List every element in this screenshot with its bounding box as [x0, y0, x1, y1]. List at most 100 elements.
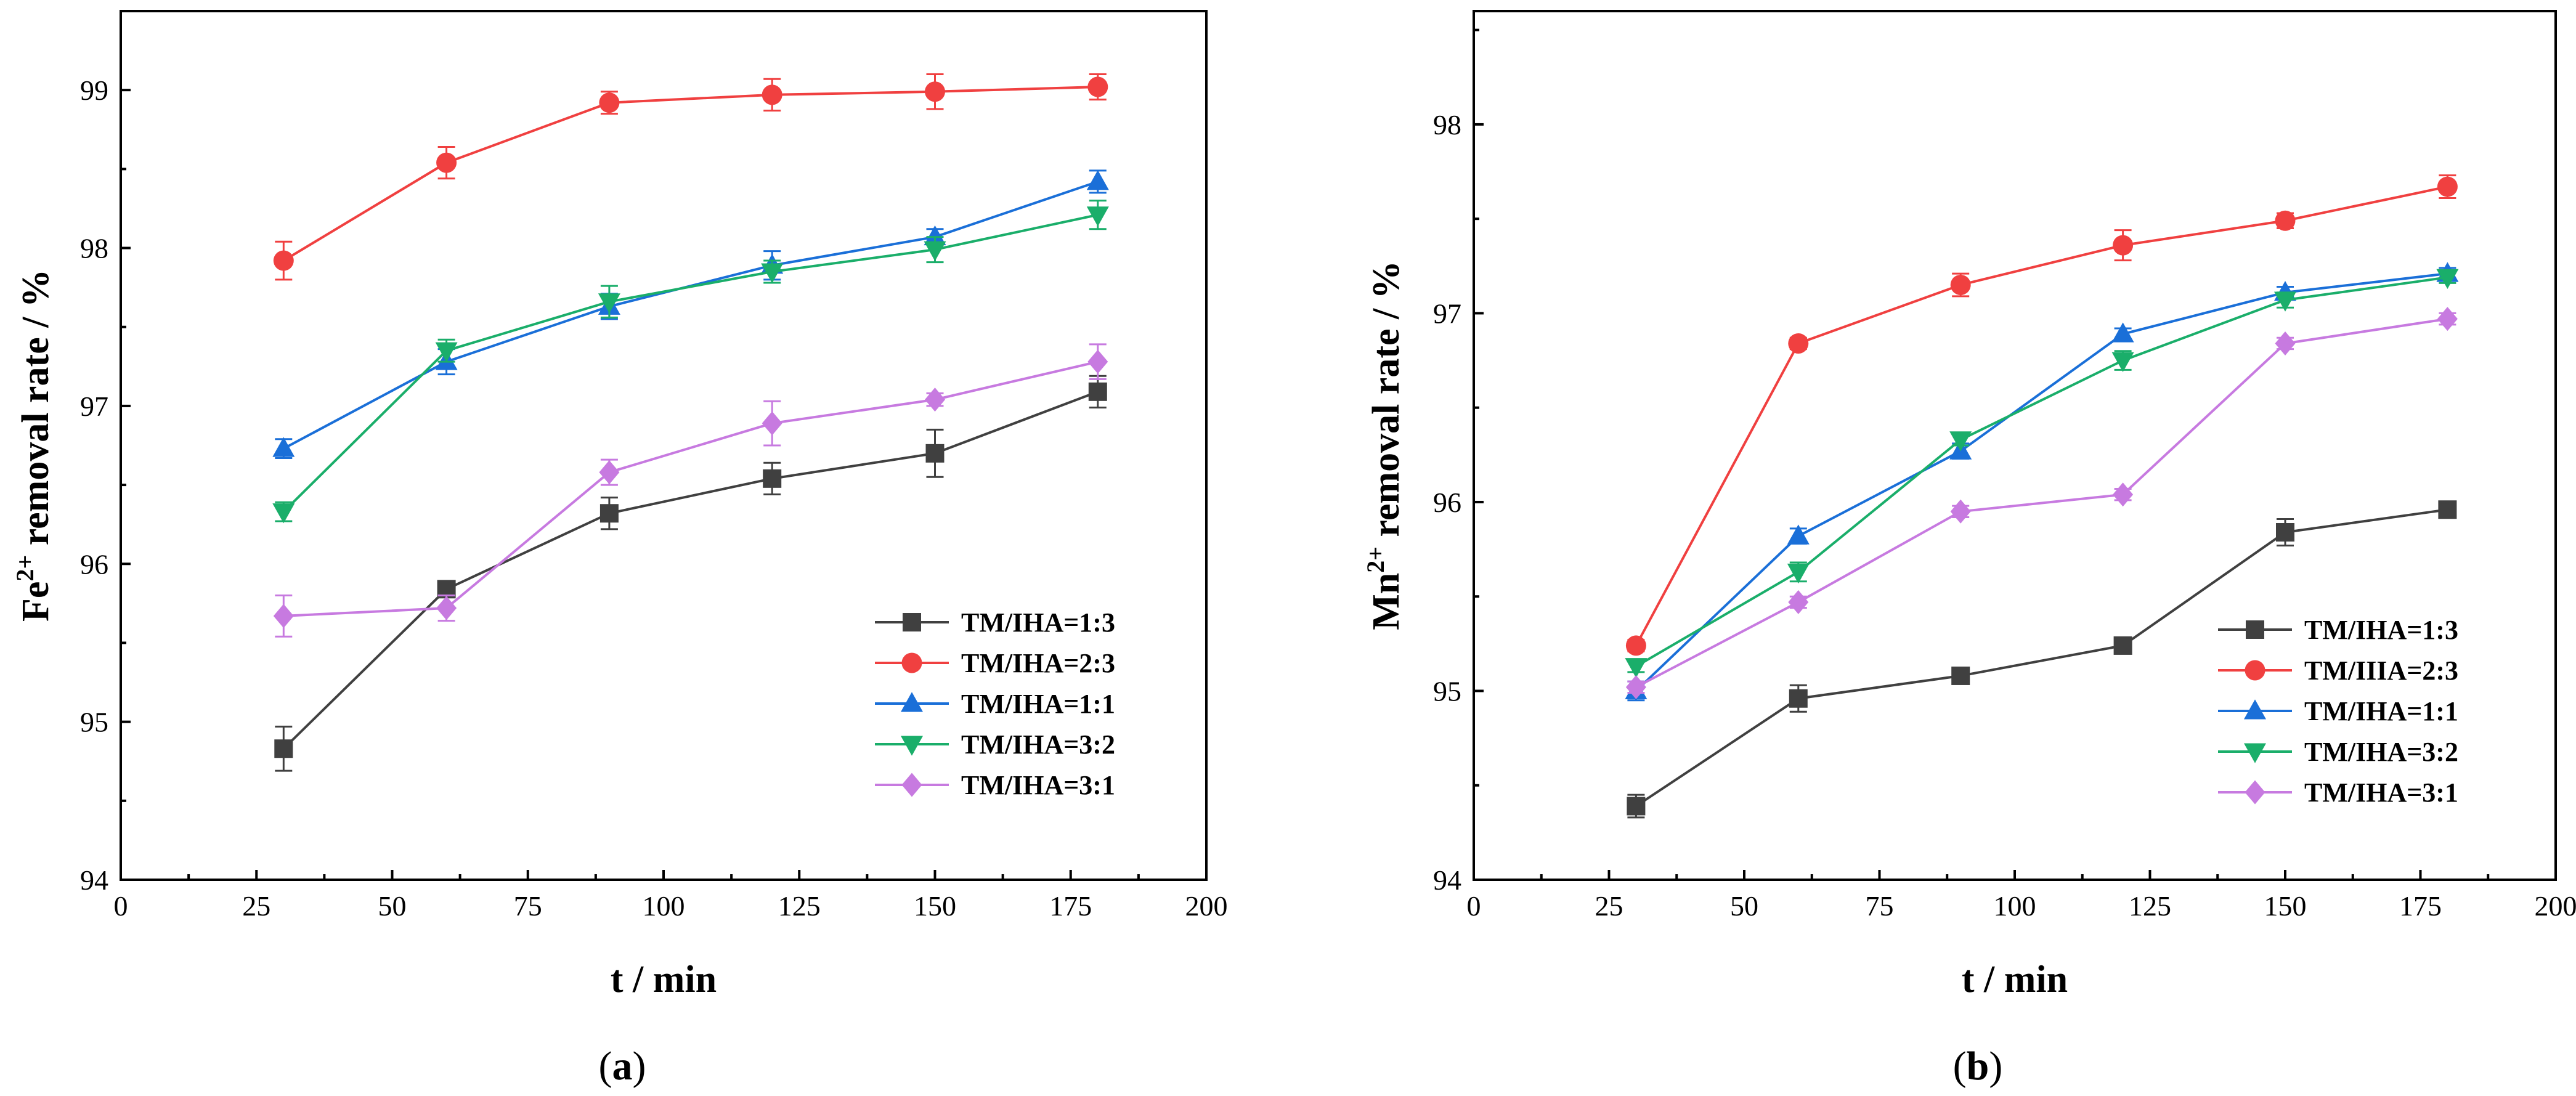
legend-label: TM/IHA=1:1 — [2304, 696, 2458, 726]
data-point — [1087, 76, 1108, 97]
data-point — [274, 739, 293, 758]
data-point — [2438, 500, 2457, 519]
y-axis-title-base: Fe — [15, 582, 57, 622]
data-point — [925, 444, 945, 463]
series-4 — [1625, 269, 2459, 678]
legend: TM/IHA=1:3 TM/IHA=2:3 TM/IHA=1:1 TM/IHA=3:2… — [875, 607, 1115, 800]
data-point — [1949, 431, 1972, 452]
y-tick-label: 99 — [80, 75, 108, 106]
panel-a: 0 25 50 75 100 125 150 175 200 94 95 96 97 98 99 t / mi… — [11, 10, 1228, 1089]
data-point — [1625, 635, 1646, 656]
data-point — [599, 460, 620, 485]
legend-marker — [901, 773, 922, 797]
legend-marker — [2245, 780, 2265, 805]
series-line — [283, 180, 1099, 450]
series-line — [282, 213, 1099, 513]
x-axis-title: t / min — [1962, 959, 2068, 1001]
legend-label: TM/IHA=1:3 — [961, 607, 1115, 638]
data-point — [762, 84, 782, 105]
x-tick-label: 200 — [2535, 890, 2576, 922]
data-point — [1787, 563, 1810, 584]
x-tick-label: 100 — [643, 890, 685, 922]
data-point — [2111, 322, 2134, 343]
legend-marker — [2244, 743, 2266, 763]
series-5 — [1625, 307, 2458, 699]
data-point — [2113, 636, 2132, 655]
data-point — [599, 92, 620, 113]
x-tick-label: 75 — [514, 890, 542, 922]
y-tick-label: 94 — [80, 864, 108, 896]
series-5 — [273, 343, 1108, 638]
data-point — [2436, 269, 2459, 289]
panel-label: (b) — [1953, 1044, 2003, 1089]
panel-label-open: ( — [1953, 1044, 1967, 1089]
legend-label: TM/IHA=3:2 — [2304, 737, 2458, 767]
data-point — [598, 293, 620, 314]
legend-label: TM/IIIA=2:3 — [2304, 656, 2458, 686]
data-point — [2437, 307, 2458, 331]
legend-label: TM/IHA=1:3 — [2304, 615, 2458, 645]
data-point — [1789, 689, 1808, 708]
panel-b: 0 25 50 75 100 125 150 175 200 94 95 96 97 98 t / min M… — [1362, 10, 2576, 1089]
x-tick-label: 25 — [242, 890, 270, 922]
legend-marker — [903, 613, 921, 631]
legend-label: TM/IHA=1:1 — [961, 689, 1115, 719]
legend-label: TM/IHA=3:1 — [961, 770, 1115, 800]
series-line — [1635, 276, 2448, 668]
data-point — [1625, 675, 1646, 699]
data-point — [599, 504, 619, 523]
y-axis-title-rest: removal rate / % — [1365, 261, 1407, 546]
data-point — [1950, 499, 1971, 524]
x-tick-label: 0 — [114, 890, 128, 922]
series-2 — [1625, 174, 2458, 656]
legend-marker — [2246, 620, 2264, 639]
panel-label-letter: b — [1967, 1044, 1989, 1089]
series-line — [283, 86, 1098, 262]
data-point — [1625, 658, 1648, 678]
series-1 — [1627, 500, 2457, 819]
series-line — [1635, 508, 2448, 808]
y-tick-label: 97 — [1433, 298, 1461, 329]
data-point — [2437, 176, 2458, 197]
y-tick-label: 98 — [1433, 109, 1461, 140]
legend-marker — [901, 652, 922, 673]
series-2 — [273, 73, 1108, 281]
y-axis-title: Mn2+ removal rate / % — [1362, 261, 1407, 630]
x-axis-title: t / min — [611, 959, 717, 1001]
series-line — [1635, 272, 2448, 692]
x-tick-label: 150 — [2264, 890, 2307, 922]
series-3 — [272, 169, 1109, 460]
data-point — [925, 81, 945, 102]
y-tick-label: 95 — [80, 707, 108, 738]
data-point — [1086, 170, 1109, 190]
data-point — [273, 604, 294, 628]
data-point — [1788, 590, 1809, 614]
series-line — [1635, 317, 2448, 689]
data-point — [2275, 210, 2296, 231]
data-point — [924, 241, 946, 261]
data-point — [1088, 382, 1107, 401]
y-axis-title: Fe2+ removal rate / % — [11, 269, 57, 622]
y-tick-label: 94 — [1433, 864, 1461, 896]
series-4 — [272, 200, 1109, 524]
data-point — [762, 411, 782, 436]
y-axis-title-sup: 2+ — [11, 555, 39, 582]
x-tick-label: 125 — [2129, 890, 2171, 922]
y-tick-label: 98 — [80, 233, 108, 264]
legend-label: TM/IHA=3:1 — [2304, 777, 2458, 808]
x-tick-label: 75 — [1866, 890, 1894, 922]
y-tick-label: 96 — [1433, 487, 1461, 518]
data-point — [1086, 206, 1109, 227]
data-point — [1950, 274, 1971, 295]
data-point — [435, 342, 458, 362]
y-axis-title-rest: removal rate / % — [15, 269, 57, 555]
legend-marker — [901, 736, 923, 756]
data-point — [1087, 349, 1108, 374]
data-point — [2274, 291, 2296, 312]
y-tick-label: 97 — [80, 391, 108, 422]
x-tick-label: 175 — [1049, 890, 1092, 922]
x-tick-label: 150 — [914, 890, 956, 922]
series-line — [1635, 185, 2448, 646]
data-point — [1627, 797, 1646, 816]
